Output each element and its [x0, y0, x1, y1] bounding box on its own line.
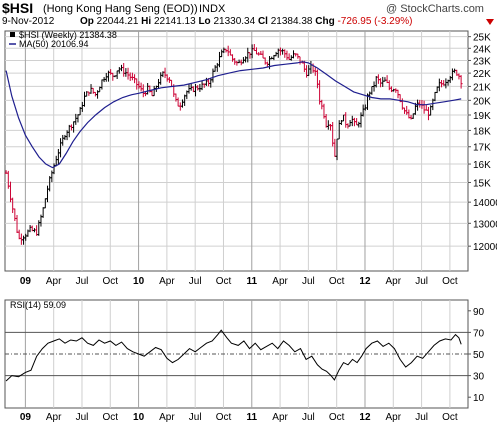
price-x-tick-label: Apr [386, 276, 402, 287]
rsi-y-tick-label: 70 [473, 328, 485, 339]
price-bar-down [459, 75, 463, 89]
price-x-tick-label: Apr [159, 276, 175, 287]
price-x-tick-label: 12 [359, 276, 371, 287]
down-arrow-icon [486, 19, 494, 25]
quote-stats: Op 22044.21 Hi 22141.13 Lo 21330.34 Cl 2… [80, 16, 413, 28]
low-label: Lo [198, 16, 211, 27]
price-y-tick-label: 13000 [473, 219, 497, 230]
open-label: Op [80, 16, 94, 27]
rsi-y-tick-label: 10 [473, 393, 485, 404]
rsi-y-axis: 90 70 50 30 10 [468, 307, 485, 404]
price-y-tick-label: 18K [473, 126, 491, 137]
price-legend-marker [10, 32, 15, 37]
price-x-tick-label: Jul [302, 276, 315, 287]
rsi-x-tick-label: 11 [246, 412, 257, 423]
rsi-x-tick-label: 10 [133, 412, 145, 423]
price-x-axis: 09 Apr Jul Oct 10 Apr Jul Oct 11 Apr Jul Oct 12 Apr Ju… [20, 276, 458, 287]
price-x-tick-label: Oct [442, 276, 458, 287]
price-x-tick-label: Apr [272, 276, 288, 287]
price-y-tick-label: 12000 [473, 242, 497, 253]
price-y-tick-label: 25K [473, 33, 491, 44]
high-value: 22141.13 [153, 16, 196, 27]
rsi-x-tick-label: Oct [216, 412, 232, 423]
chart-header: $HSI (Hong Kong Hang Seng (EOD)) INDX @ … [0, 0, 497, 30]
price-x-tick-label: Jul [415, 276, 428, 287]
price-y-tick-label: 19K [473, 111, 491, 122]
price-y-tick-label: 23K [473, 56, 491, 67]
price-y-tick-label: 24K [473, 44, 491, 55]
rsi-panel: 90 70 50 30 10 RSI(14) 59.09 [4, 299, 485, 409]
change-label: Chg [315, 16, 335, 27]
rsi-x-tick-label: Apr [386, 412, 402, 423]
price-y-tick-label: 17K [473, 143, 491, 154]
quote-date: 9-Nov-2012 [2, 16, 55, 27]
rsi-reference-lines [5, 331, 468, 377]
rsi-x-tick-label: Oct [442, 412, 458, 423]
close-value: 21384.38 [270, 16, 313, 27]
rsi-y-tick-label: 90 [473, 307, 485, 318]
price-x-tick-label: Apr [46, 276, 62, 287]
price-x-tick-label: 10 [133, 276, 145, 287]
rsi-y-tick-label: 50 [473, 350, 485, 361]
rsi-x-tick-label: Jul [189, 412, 202, 423]
price-panel-frame [4, 30, 469, 272]
price-y-tick-label: 20K [473, 96, 491, 107]
price-legend: $HSI (Weekly) 21384.38 MA(50) 20106.94 [9, 30, 117, 49]
price-y-tick-label: 15K [473, 178, 491, 189]
rsi-x-tick-label: 12 [359, 412, 371, 423]
exchange: INDX [199, 3, 226, 15]
price-y-tick-label: 16K [473, 160, 491, 171]
price-y-tick-label: 14000 [473, 198, 497, 209]
rsi-x-tick-label: Apr [46, 412, 62, 423]
rsi-x-tick-label: Jul [76, 412, 89, 423]
rsi-x-tick-label: Apr [272, 412, 288, 423]
rsi-x-axis: 09 Apr Jul Oct 10 Apr Jul Oct 11 Apr Jul Oct 12 Apr Ju… [20, 412, 458, 423]
price-y-tick-label: 22K [473, 69, 491, 80]
change-value: -726.95 (-3.29%) [337, 16, 413, 27]
rsi-y-tick-label: 30 [473, 372, 485, 383]
close-label: Cl [257, 16, 268, 27]
price-x-tick-label: Jul [189, 276, 202, 287]
high-label: Hi [141, 16, 152, 27]
rsi-x-tick-label: 09 [20, 412, 32, 423]
rsi-legend-label: RSI(14) 59.09 [10, 300, 66, 310]
symbol: $HSI [2, 0, 34, 16]
price-x-tick-label: Oct [216, 276, 232, 287]
price-x-tick-label: Oct [329, 276, 345, 287]
price-x-tick-label: 11 [246, 276, 257, 287]
low-value: 21330.34 [213, 16, 256, 27]
rsi-line [5, 329, 462, 382]
rsi-x-tick-label: Oct [329, 412, 345, 423]
rsi-x-tick-label: Jul [302, 412, 315, 423]
open-value: 22044.21 [96, 16, 139, 27]
price-legend-label: $HSI (Weekly) 21384.38 [19, 30, 117, 40]
rsi-x-tick-label: Oct [102, 412, 118, 423]
price-x-tick-label: Jul [76, 276, 89, 287]
rsi-x-tick-label: Jul [415, 412, 428, 423]
security-name: (Hong Kong Hang Seng (EOD)) [43, 3, 198, 15]
ma50-line [5, 61, 462, 169]
price-gridlines [5, 31, 468, 271]
stockcharts-logo: @ StockCharts.com [386, 3, 484, 15]
ma-legend-label: MA(50) 20106.94 [19, 39, 89, 49]
price-x-tick-label: 09 [20, 276, 32, 287]
rsi-x-tick-label: Apr [159, 412, 175, 423]
price-x-tick-label: Oct [102, 276, 118, 287]
price-y-tick-label: 21K [473, 82, 491, 93]
